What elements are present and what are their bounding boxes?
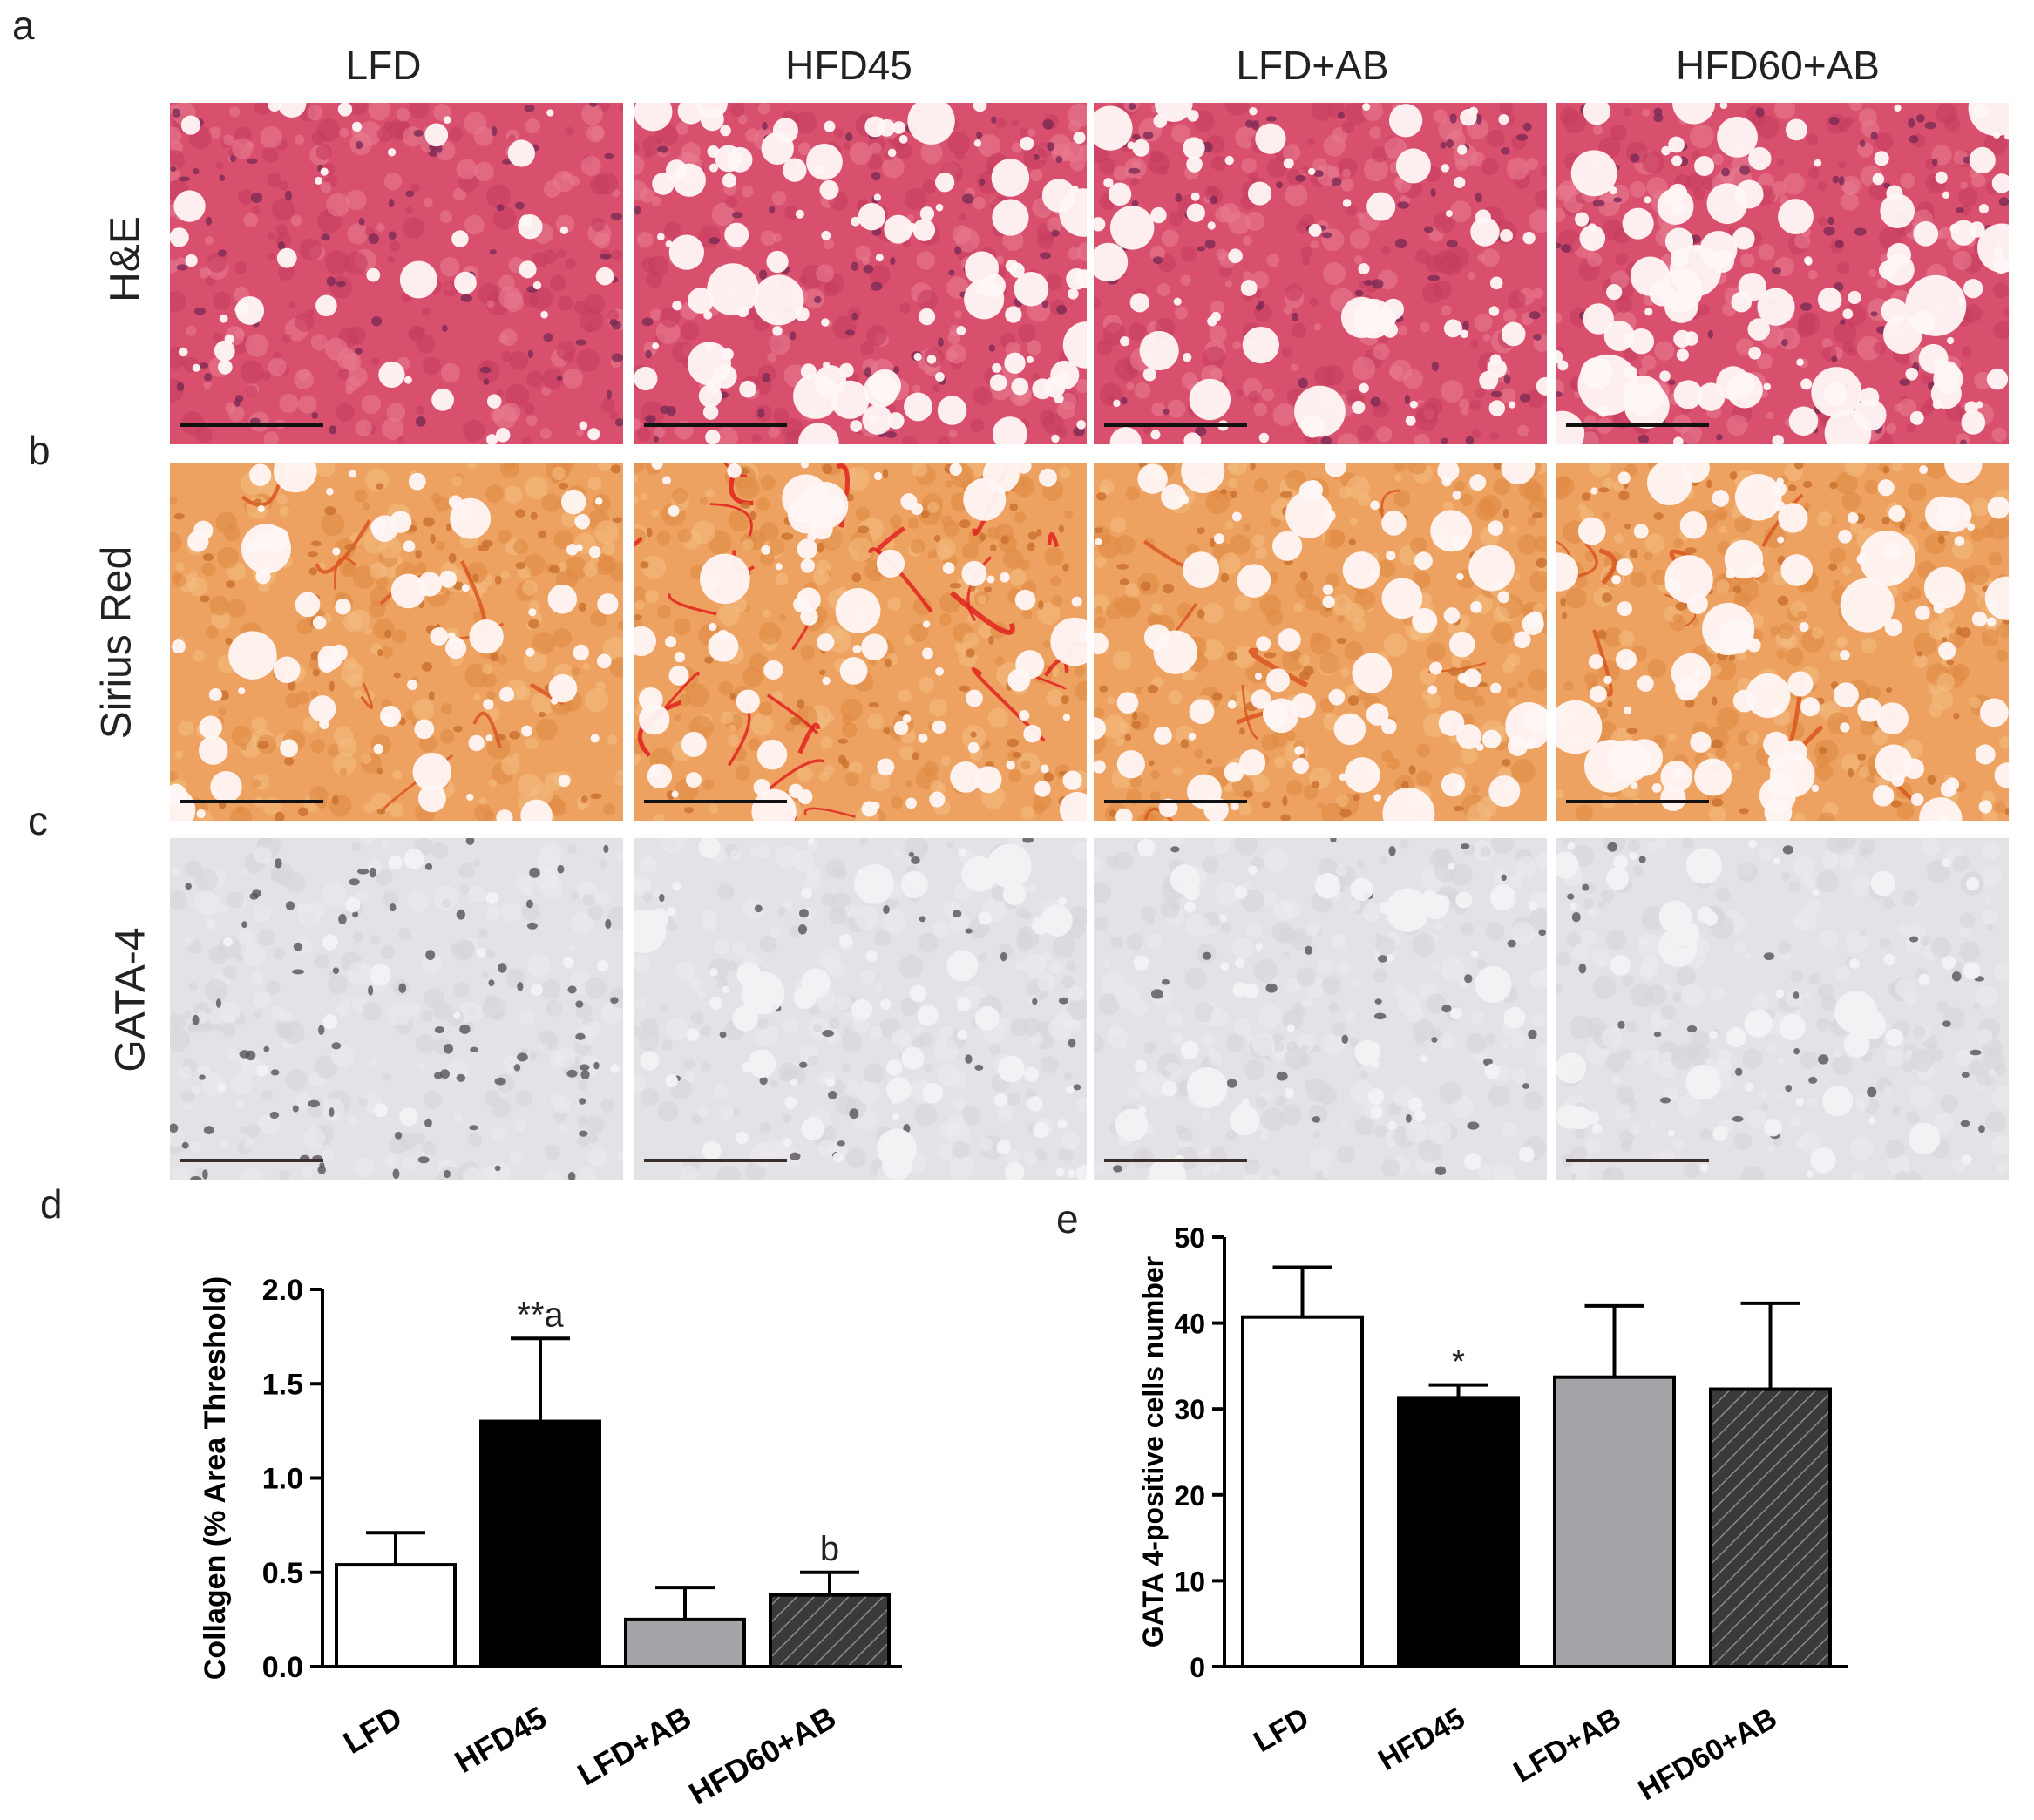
- chart-collagen: 0.0 0.5 1.0 1.5 2.0 Collagen (% Area Threshol…: [199, 1274, 902, 1811]
- x-tick-label: LFD: [337, 1699, 408, 1760]
- micrograph-gata-3: [1556, 838, 2009, 1180]
- micrograph-he-0: [170, 103, 623, 444]
- bar-lfd-ab: [624, 1617, 746, 1668]
- bar-lfd-ab: [1553, 1375, 1676, 1669]
- micrograph-sirius-3: [1556, 463, 2009, 821]
- panel-letter-a: a: [12, 3, 35, 48]
- column-label-hfd45: HFD45: [785, 43, 912, 88]
- micrograph-he-1: [634, 103, 1087, 444]
- y-tick-label: 0: [1190, 1652, 1205, 1683]
- significance-annotation: b: [820, 1530, 839, 1568]
- micrograph-sirius-2: [1094, 463, 1547, 821]
- bar-lfd: [335, 1563, 457, 1668]
- x-tick-label: LFD: [1248, 1702, 1314, 1759]
- panel-letter-c: c: [28, 798, 48, 843]
- micrograph-sirius-1: [634, 463, 1087, 821]
- x-tick-label: HFD60+AB: [682, 1699, 842, 1811]
- y-tick-label: 0.0: [262, 1651, 303, 1684]
- y-tick-label: 30: [1174, 1394, 1205, 1425]
- panel-letter-d: d: [40, 1181, 63, 1227]
- y-tick-label: 0.5: [262, 1557, 303, 1590]
- significance-annotation: **a: [517, 1296, 564, 1334]
- y-tick-label: 50: [1174, 1222, 1205, 1254]
- y-tick-label: 20: [1174, 1480, 1205, 1512]
- x-tick-label: LFD+AB: [572, 1699, 697, 1792]
- row-label-sirius-red: Sirius Red: [93, 545, 140, 740]
- bar-hfd60-ab: [1709, 1387, 1832, 1668]
- bar-hfd60-ab: [769, 1593, 891, 1669]
- row-label-he: H&E: [102, 216, 149, 302]
- x-tick-label: HFD45: [1373, 1702, 1470, 1777]
- row-label-gata4: GATA-4: [107, 927, 154, 1072]
- y-axis-label: Collagen (% Area Threshold): [199, 1276, 232, 1680]
- y-tick-label: 1.5: [262, 1368, 303, 1401]
- micrograph-he-3: [1556, 103, 2009, 444]
- x-tick-label: LFD+AB: [1509, 1702, 1627, 1789]
- bar-lfd: [1241, 1315, 1364, 1668]
- panel-letter-b: b: [28, 428, 51, 473]
- bar-hfd45: [1397, 1396, 1520, 1669]
- micrograph-gata-0: [170, 838, 623, 1180]
- y-axis-label: GATA 4-positive cells number: [1137, 1256, 1169, 1647]
- panel-letter-e: e: [1056, 1196, 1079, 1242]
- micrograph-gata-2: [1094, 838, 1547, 1180]
- y-tick-label: 2.0: [262, 1274, 303, 1307]
- y-tick-label: 10: [1174, 1566, 1205, 1597]
- column-label-hfd60-ab: HFD60+AB: [1676, 43, 1880, 88]
- column-label-lfd-ab: LFD+AB: [1236, 43, 1389, 88]
- x-tick-label: HFD60+AB: [1632, 1702, 1782, 1807]
- significance-annotation: *: [1452, 1344, 1465, 1381]
- column-label-lfd: LFD: [345, 43, 422, 88]
- micrograph-gata-1: [634, 838, 1087, 1180]
- bar-hfd45: [479, 1419, 601, 1669]
- x-tick-label: HFD45: [449, 1699, 553, 1780]
- y-tick-label: 40: [1174, 1309, 1205, 1340]
- y-tick-label: 1.0: [262, 1463, 303, 1496]
- micrograph-sirius-0: [170, 463, 623, 821]
- micrograph-he-2: [1094, 103, 1547, 444]
